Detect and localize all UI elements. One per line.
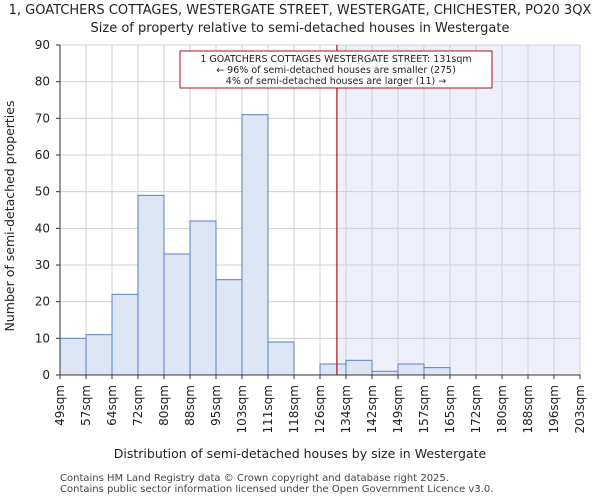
annotation-line-1: 1 GOATCHERS COTTAGES WESTERGATE STREET: … [200, 54, 471, 65]
bar [345, 359, 373, 376]
bar [163, 253, 191, 376]
bar [397, 363, 425, 376]
y-tick-label: 60 [35, 148, 50, 162]
x-tick-label: 165sqm [443, 385, 457, 433]
bar [371, 370, 399, 376]
x-axis: 49sqm 57sqm 64sqm 72sqm 80sqm 88sqm 95sqm 103sq… [53, 375, 587, 433]
x-tick-label: 149sqm [391, 385, 405, 433]
x-tick-label: 49sqm [53, 385, 67, 426]
x-tick-label: 126sqm [313, 385, 327, 433]
x-tick-label: 57sqm [79, 385, 93, 426]
y-axis-label: Number of semi-detached properties [2, 101, 17, 332]
x-tick-label: 103sqm [235, 385, 249, 433]
y-tick-label: 50 [35, 185, 50, 199]
annotation-box [179, 50, 493, 89]
footer-line-1: Contains HM Land Registry data © Crown c… [60, 473, 449, 484]
x-tick-label: 188sqm [521, 385, 535, 433]
y-tick-label: 20 [35, 295, 50, 309]
x-tick-label: 142sqm [365, 385, 379, 433]
x-tick-label: 95sqm [209, 385, 223, 426]
y-tick-label: 90 [35, 38, 50, 52]
annotation-line-2: ← 96% of semi-detached houses are smalle… [216, 65, 456, 76]
x-tick-label: 64sqm [105, 385, 119, 426]
x-tick-label: 172sqm [469, 385, 483, 433]
y-tick-label: 40 [35, 221, 50, 235]
annotation-line-3: 4% of semi-detached houses are larger (1… [226, 76, 446, 87]
x-tick-label: 203sqm [573, 385, 587, 433]
bar [267, 341, 295, 376]
bar [59, 337, 87, 376]
y-tick-label: 30 [35, 258, 50, 272]
x-axis-label: Distribution of semi-detached houses by … [114, 446, 487, 461]
x-tick-label: 118sqm [287, 385, 301, 433]
x-tick-label: 134sqm [339, 385, 353, 433]
chart-title: 1, GOATCHERS COTTAGES, WESTERGATE STREET… [9, 3, 592, 18]
bar [215, 279, 243, 376]
y-tick-label: 0 [42, 368, 50, 382]
y-tick-label: 10 [35, 331, 50, 345]
bar [111, 293, 139, 376]
bar [423, 367, 451, 376]
bar [85, 334, 113, 376]
bar [241, 114, 269, 376]
x-tick-label: 196sqm [547, 385, 561, 433]
bar [189, 220, 217, 376]
highlight-region [336, 45, 580, 375]
x-tick-label: 157sqm [417, 385, 431, 433]
x-tick-label: 80sqm [157, 385, 171, 426]
x-tick-label: 72sqm [131, 385, 145, 426]
y-tick-label: 70 [35, 111, 50, 125]
bar [319, 363, 347, 376]
bar [137, 194, 165, 376]
x-tick-label: 88sqm [183, 385, 197, 426]
footer-line-2: Contains public sector information licen… [60, 484, 494, 495]
chart-subtitle: Size of property relative to semi-detach… [91, 21, 510, 36]
y-axis: 0 10 20 30 40 50 60 70 80 90 [35, 38, 60, 382]
x-tick-label: 111sqm [261, 385, 275, 433]
y-tick-label: 80 [35, 75, 50, 89]
x-tick-label: 180sqm [495, 385, 509, 433]
bars-layer [59, 114, 451, 376]
